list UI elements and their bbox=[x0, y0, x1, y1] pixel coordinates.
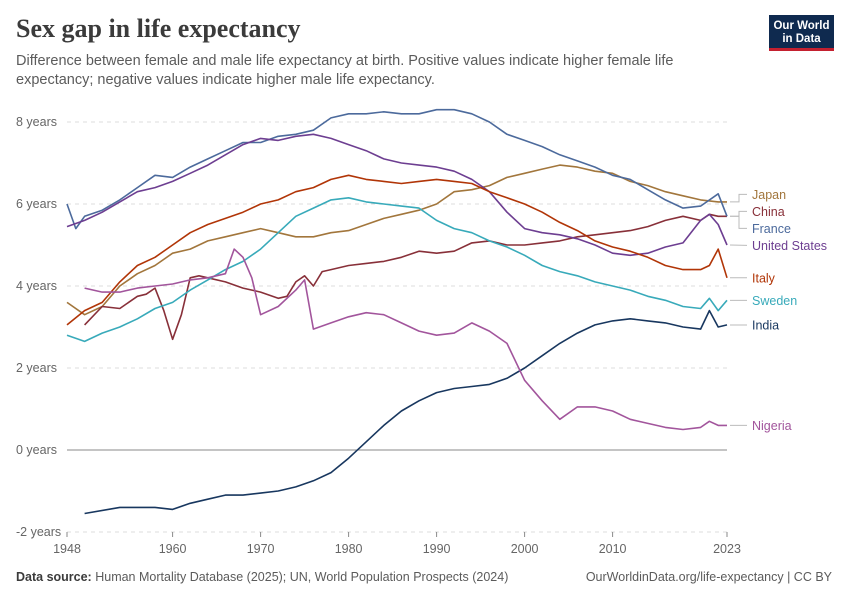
label-connector-china bbox=[730, 210, 747, 217]
series-line-nigeria bbox=[84, 248, 727, 431]
series-label-india: India bbox=[752, 318, 779, 332]
chart-title: Sex gap in life expectancy bbox=[16, 14, 301, 43]
series-line-india bbox=[84, 309, 728, 515]
series-line-united-states bbox=[66, 133, 728, 257]
x-tick-label: 1990 bbox=[423, 542, 451, 556]
series-label-japan: Japan bbox=[752, 188, 786, 202]
x-tick-label: 1970 bbox=[247, 542, 275, 556]
series-line-france bbox=[66, 108, 728, 230]
chart-subtitle: Difference between female and male life … bbox=[16, 53, 674, 88]
label-connector-france bbox=[730, 215, 747, 229]
y-tick-label: 0 years bbox=[16, 443, 57, 457]
footer-url-license[interactable]: OurWorldinData.org/life-expectancy | CC … bbox=[585, 570, 832, 584]
line-chart: -2 years 0 years 2 years 4 years 6 years 8 ye… bbox=[16, 108, 827, 556]
source-label: Data source: bbox=[16, 570, 92, 584]
series-line-italy bbox=[66, 174, 728, 326]
series-line-china bbox=[84, 213, 727, 341]
x-tick-label: 1948 bbox=[53, 542, 81, 556]
series-label-nigeria: Nigeria bbox=[752, 419, 792, 433]
y-tick-label: -2 years bbox=[16, 525, 61, 539]
y-tick-label: 8 years bbox=[16, 115, 57, 129]
y-tick-label: 2 years bbox=[16, 361, 57, 375]
x-tick-label: 2023 bbox=[713, 542, 741, 556]
y-tick-label: 4 years bbox=[16, 279, 57, 293]
series-label-united-states: United States bbox=[752, 239, 827, 253]
series-line-japan bbox=[66, 164, 727, 316]
logo-line-2: in Data bbox=[782, 33, 821, 45]
series-label-italy: Italy bbox=[752, 271, 776, 285]
series-label-china: China bbox=[752, 205, 785, 219]
owid-logo[interactable]: Our World in Data bbox=[769, 15, 834, 51]
x-tick-label: 1960 bbox=[159, 542, 187, 556]
y-tick-label: 6 years bbox=[16, 197, 57, 211]
x-tick-label: 1980 bbox=[335, 542, 363, 556]
series-label-sweden: Sweden bbox=[752, 294, 797, 308]
series-label-france: France bbox=[752, 222, 791, 236]
source-text: Human Mortality Database (2025); UN, Wor… bbox=[95, 570, 509, 584]
series-line-sweden bbox=[66, 197, 728, 343]
logo-line-1: Our World bbox=[773, 20, 830, 32]
x-tick-label: 2010 bbox=[599, 542, 627, 556]
label-connector-japan bbox=[730, 193, 747, 203]
x-tick-label: 2000 bbox=[511, 542, 539, 556]
footer-source: Data source: Human Mortality Database (2… bbox=[16, 570, 508, 584]
